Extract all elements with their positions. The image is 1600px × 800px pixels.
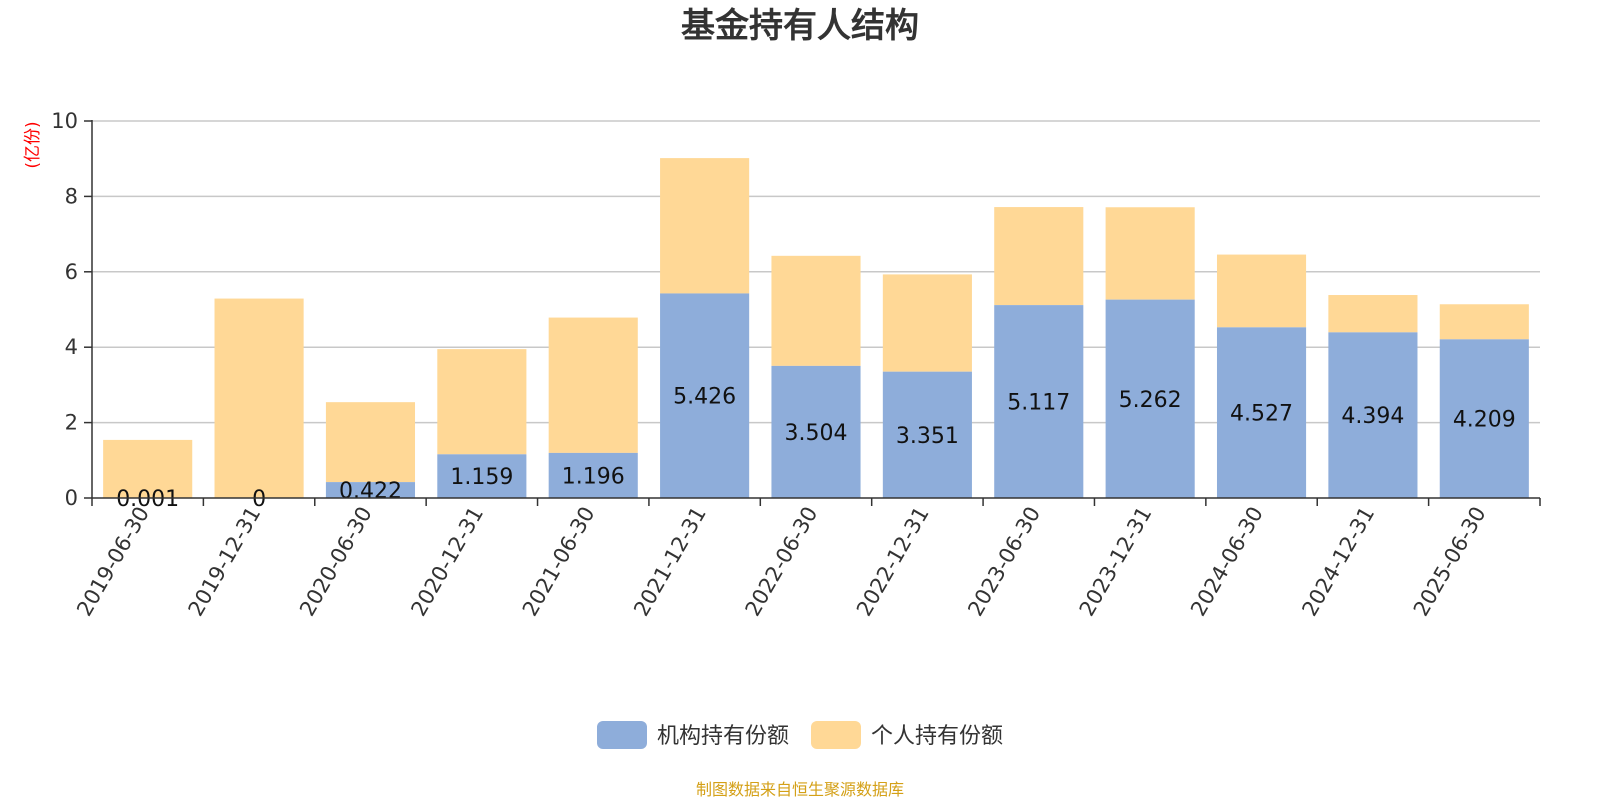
- bar-individual-2023-12-31: [1105, 207, 1195, 300]
- source-note: 制图数据来自恒生聚源数据库: [696, 780, 904, 799]
- bar-individual-2019-12-31: [214, 298, 304, 498]
- y-tick-label: 10: [51, 109, 78, 133]
- legend-label: 个人持有份额: [871, 724, 1003, 749]
- bar-institutional-2021-06-30: [548, 452, 638, 498]
- legend-item-1[interactable]: 个人持有份额: [811, 721, 1003, 749]
- data-label-2025-06-30: 4.209: [1453, 408, 1516, 433]
- y-tick-label: 2: [65, 411, 78, 435]
- y-axis-unit-label: (亿份): [23, 121, 43, 168]
- bar-individual-2024-12-31: [1328, 295, 1418, 333]
- x-tick-label-2022-06-30: 2022-06-30: [741, 503, 823, 621]
- bar-institutional-2025-06-30: [1439, 339, 1529, 498]
- bar-individual-2019-06-30: [103, 439, 193, 498]
- x-tick-label-2024-12-31: 2024-12-31: [1297, 503, 1379, 621]
- bar-institutional-2020-12-31: [437, 454, 527, 498]
- x-tick-label-2019-12-31: 2019-12-31: [184, 503, 266, 621]
- bar-institutional-2020-06-30: [325, 482, 416, 498]
- data-label-2023-12-31: 5.262: [1119, 388, 1182, 413]
- x-tick-label-2020-06-30: 2020-06-30: [295, 503, 377, 621]
- bar-institutional-2024-06-30: [1216, 327, 1307, 498]
- x-tick-label-2025-06-30: 2025-06-30: [1409, 503, 1491, 621]
- x-tick-label-2021-12-31: 2021-12-31: [629, 503, 711, 621]
- data-labels: 0.001 0 0.422 1.159 1.196 5.426 3.504 3.351 5.11…: [116, 385, 1516, 512]
- bar-institutional-2024-12-31: [1328, 332, 1418, 498]
- data-label-2019-06-30: 0.001: [116, 487, 179, 512]
- bar-individual-2022-12-31: [882, 274, 972, 372]
- chart-title: 基金持有人结构: [681, 6, 919, 46]
- legend-item-0[interactable]: 机构持有份额: [597, 721, 789, 749]
- data-label-2023-06-30: 5.117: [1007, 391, 1070, 416]
- legend-swatch: [811, 721, 861, 749]
- x-tick-label-2024-06-30: 2024-06-30: [1186, 503, 1268, 621]
- bar-institutional-2022-12-31: [882, 371, 972, 498]
- x-tick-label-2019-06-30: 2019-06-30: [72, 503, 154, 621]
- y-tick-label: 8: [65, 184, 78, 208]
- legend-swatch: [597, 721, 647, 749]
- y-tick-label: 6: [65, 260, 78, 284]
- x-tick-label-2021-06-30: 2021-06-30: [518, 503, 600, 621]
- bar-institutional-2023-06-30: [994, 305, 1084, 498]
- data-label-2024-12-31: 4.394: [1341, 404, 1404, 429]
- data-label-2019-12-31: 0: [252, 487, 266, 512]
- bar-individual-2021-06-30: [548, 317, 638, 453]
- x-tick-label-2020-12-31: 2020-12-31: [406, 503, 488, 621]
- legend-label: 机构持有份额: [657, 724, 789, 749]
- bar-individual-2021-12-31: [660, 158, 750, 294]
- bar-institutional-2022-06-30: [771, 365, 861, 498]
- data-label-2020-06-30: 0.422: [339, 479, 402, 504]
- data-label-2020-12-31: 1.159: [450, 465, 513, 490]
- bar-institutional-2021-12-31: [660, 293, 750, 498]
- bar-individual-2024-06-30: [1216, 254, 1307, 328]
- x-tick-label-2023-06-30: 2023-06-30: [963, 503, 1045, 621]
- data-label-2022-12-31: 3.351: [896, 424, 959, 449]
- bars: [103, 158, 1529, 498]
- bar-individual-2020-06-30: [325, 402, 416, 483]
- legend: 机构持有份额 个人持有份额: [597, 721, 1003, 749]
- bar-institutional-2023-12-31: [1105, 299, 1195, 498]
- x-tick-label-2022-12-31: 2022-12-31: [852, 503, 934, 621]
- y-tick-label: 4: [65, 335, 78, 359]
- bar-individual-2023-06-30: [994, 207, 1084, 306]
- y-tick-label: 0: [65, 486, 78, 510]
- bar-individual-2020-12-31: [437, 349, 527, 455]
- data-label-2021-06-30: 1.196: [562, 464, 625, 489]
- bar-individual-2022-06-30: [771, 255, 861, 366]
- x-tick-label-2023-12-31: 2023-12-31: [1075, 503, 1157, 621]
- data-label-2022-06-30: 3.504: [785, 421, 848, 446]
- data-label-2024-06-30: 4.527: [1230, 402, 1293, 427]
- bar-individual-2025-06-30: [1439, 304, 1529, 340]
- data-label-2021-12-31: 5.426: [673, 385, 736, 410]
